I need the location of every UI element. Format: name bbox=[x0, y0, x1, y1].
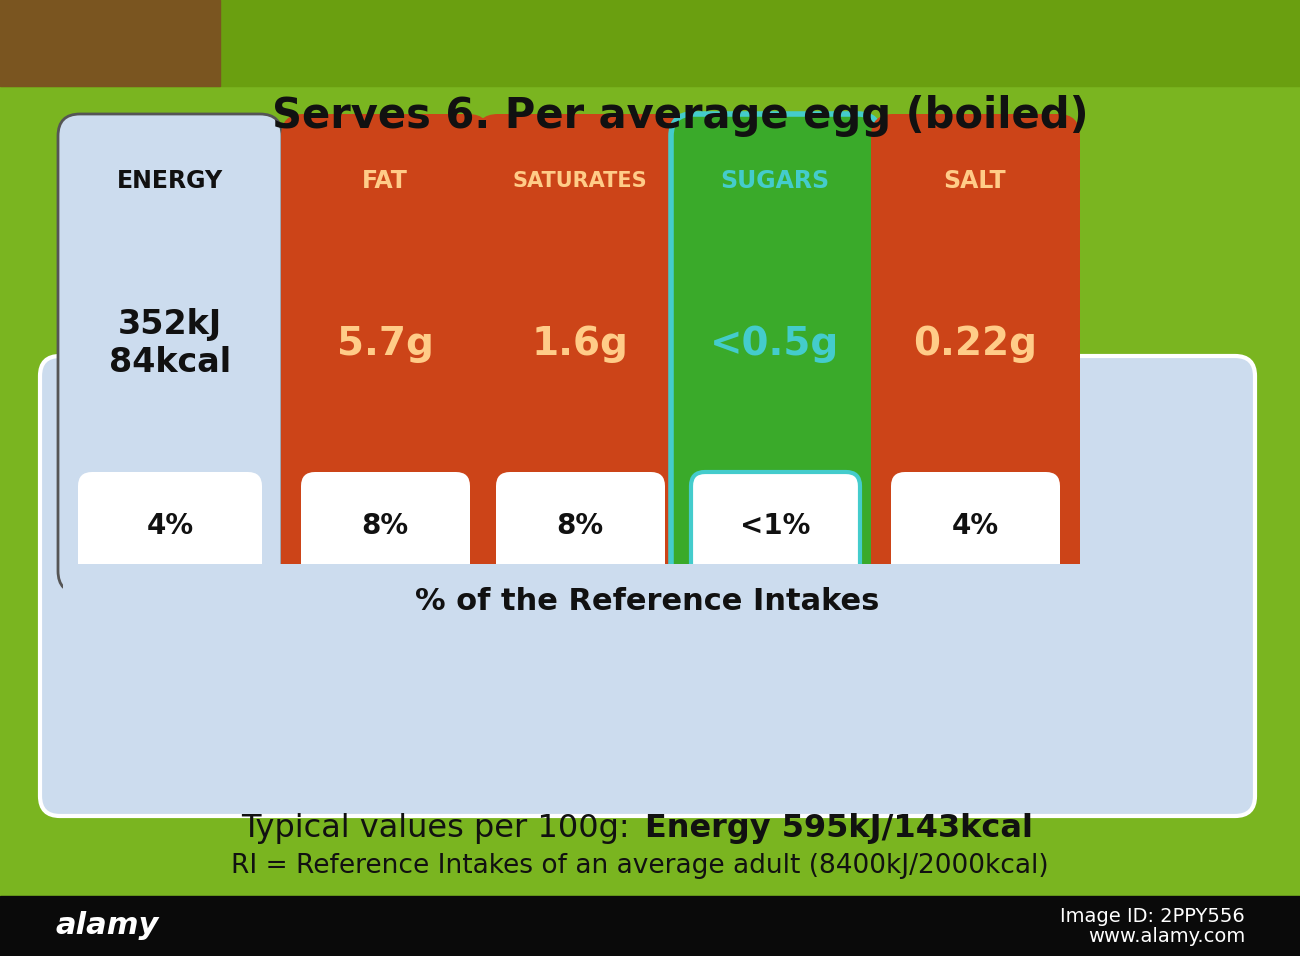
Text: alamy: alamy bbox=[55, 911, 159, 941]
FancyBboxPatch shape bbox=[476, 114, 685, 593]
Text: SALT: SALT bbox=[944, 169, 1006, 193]
FancyBboxPatch shape bbox=[871, 114, 1080, 593]
Text: www.alamy.com: www.alamy.com bbox=[1088, 926, 1245, 945]
Text: <1%: <1% bbox=[740, 512, 810, 540]
FancyBboxPatch shape bbox=[40, 356, 1254, 816]
Text: 5.7g: 5.7g bbox=[337, 324, 433, 362]
Text: 4%: 4% bbox=[147, 512, 194, 540]
Text: 0.22g: 0.22g bbox=[913, 324, 1037, 362]
Text: <0.5g: <0.5g bbox=[710, 324, 840, 362]
Text: 8%: 8% bbox=[361, 512, 408, 540]
Bar bbox=[0, 0, 1300, 86]
Text: 4%: 4% bbox=[952, 512, 998, 540]
FancyBboxPatch shape bbox=[671, 114, 880, 593]
Text: FAT: FAT bbox=[363, 169, 408, 193]
FancyBboxPatch shape bbox=[302, 472, 471, 580]
Text: % of the Reference Intakes: % of the Reference Intakes bbox=[415, 586, 880, 616]
FancyBboxPatch shape bbox=[62, 564, 1232, 638]
Text: Serves 6. Per average egg (boiled): Serves 6. Per average egg (boiled) bbox=[272, 95, 1088, 137]
FancyBboxPatch shape bbox=[281, 114, 490, 593]
Text: Typical values per 100g:: Typical values per 100g: bbox=[242, 813, 640, 843]
Text: Energy 595kJ/143kcal: Energy 595kJ/143kcal bbox=[645, 813, 1034, 843]
Text: 352kJ
84kcal: 352kJ 84kcal bbox=[109, 308, 231, 380]
Bar bbox=[0, 896, 1300, 956]
Text: SATURATES: SATURATES bbox=[512, 171, 647, 191]
Text: SUGARS: SUGARS bbox=[720, 169, 829, 193]
Text: 1.6g: 1.6g bbox=[532, 324, 628, 362]
Text: ENERGY: ENERGY bbox=[117, 169, 224, 193]
FancyBboxPatch shape bbox=[78, 472, 263, 580]
Text: Image ID: 2PPY556: Image ID: 2PPY556 bbox=[1061, 906, 1245, 925]
Text: RI = Reference Intakes of an average adult (8400kJ/2000kcal): RI = Reference Intakes of an average adu… bbox=[231, 853, 1049, 879]
Text: 8%: 8% bbox=[556, 512, 603, 540]
FancyBboxPatch shape bbox=[58, 114, 282, 593]
FancyBboxPatch shape bbox=[891, 472, 1060, 580]
Bar bbox=[0, 0, 220, 86]
FancyBboxPatch shape bbox=[497, 472, 666, 580]
FancyBboxPatch shape bbox=[692, 472, 861, 580]
